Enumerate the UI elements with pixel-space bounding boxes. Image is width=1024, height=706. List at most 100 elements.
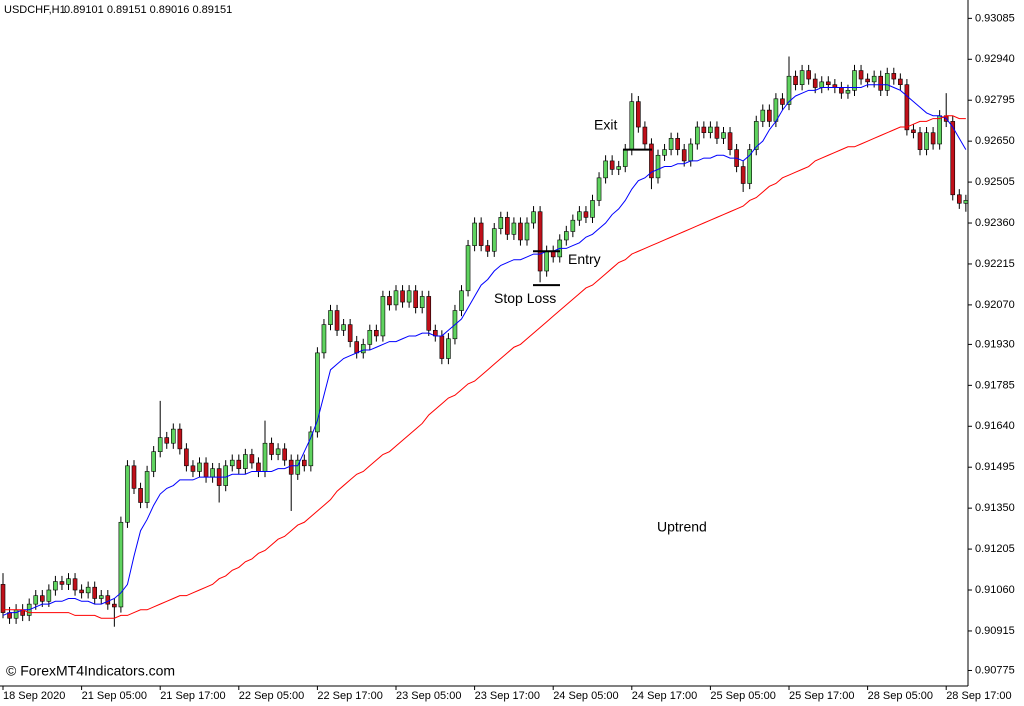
candle-body: [380, 296, 386, 337]
candle-body: [419, 296, 425, 309]
candle-body: [301, 459, 307, 467]
candle-body: [406, 290, 412, 303]
y-tick-label: 0.92650: [975, 135, 1015, 147]
candle-body: [197, 462, 202, 472]
candle-body: [924, 132, 929, 150]
candle-body: [930, 132, 936, 145]
candle-body: [157, 437, 163, 452]
y-tick-label: 0.92940: [975, 53, 1015, 65]
candle-body: [825, 81, 831, 85]
candle-body: [491, 228, 497, 252]
candle-body: [125, 465, 130, 523]
annotation-label: Entry: [568, 251, 601, 267]
candle-body: [249, 454, 255, 464]
annotation-label: Stop Loss: [494, 290, 556, 306]
candle-body: [66, 578, 71, 585]
x-tick-label: 23 Sep 05:00: [396, 690, 461, 702]
y-tick-label: 0.93085: [975, 12, 1015, 24]
candle-body: [374, 329, 379, 337]
candle-body: [911, 129, 916, 133]
candle-body: [177, 428, 183, 450]
candle-body: [616, 166, 622, 170]
candle-body: [688, 143, 694, 162]
candle-body: [701, 126, 707, 133]
candle-body: [334, 310, 340, 331]
y-tick-label: 0.91350: [975, 502, 1015, 514]
candle-body: [400, 290, 405, 303]
candle-body: [675, 138, 680, 150]
candle-body: [655, 154, 661, 179]
y-tick-label: 0.92795: [975, 94, 1015, 106]
candle-body: [812, 78, 818, 88]
y-tick-label: 0.92360: [975, 217, 1015, 229]
chart-subtitle: 0.89101 0.89151 0.89016 0.89151: [64, 4, 232, 16]
y-tick-label: 0.92070: [975, 299, 1015, 311]
candle-body: [72, 578, 78, 591]
candle-body: [131, 465, 137, 489]
candle-body: [308, 431, 314, 467]
candle-body: [511, 222, 517, 235]
x-tick-label: 28 Sep 05:00: [868, 690, 933, 702]
candle-body: [622, 149, 628, 167]
y-tick-label: 0.91785: [975, 379, 1015, 391]
candle-body: [13, 609, 19, 619]
candle-body: [767, 109, 772, 122]
y-tick-label: 0.91495: [975, 461, 1015, 473]
candle-body: [642, 126, 648, 145]
candle-body: [858, 70, 864, 80]
candle-body: [524, 222, 530, 241]
candle-body: [59, 581, 65, 585]
candle-body: [694, 126, 700, 145]
candle-body: [367, 329, 373, 345]
candle-body: [341, 324, 346, 331]
candle-body: [917, 132, 923, 150]
candle-body: [354, 341, 360, 354]
candle-body: [950, 121, 956, 196]
candle-body: [223, 465, 228, 486]
candle-body: [544, 250, 549, 272]
candle-body: [118, 521, 124, 608]
candle-body: [262, 442, 268, 472]
candle-body: [347, 324, 353, 342]
candle-body: [439, 335, 445, 359]
chart-title: USDCHF,H1: [4, 4, 66, 16]
candle-body: [590, 200, 595, 218]
candle-body: [184, 448, 189, 467]
y-tick-label: 0.91640: [975, 420, 1015, 432]
candle-body: [956, 194, 962, 204]
candle-body: [465, 245, 471, 292]
candle-body: [518, 222, 523, 241]
candle-body: [210, 468, 215, 478]
candle-body: [171, 428, 176, 444]
candle-body: [459, 290, 464, 311]
candle-body: [53, 581, 58, 591]
candle-body: [92, 586, 97, 599]
candle-body: [786, 75, 792, 105]
candle-body: [839, 87, 844, 94]
x-tick-label: 22 Sep 05:00: [239, 690, 304, 702]
candle-body: [806, 70, 811, 80]
x-tick-label: 21 Sep 17:00: [160, 690, 225, 702]
candle-body: [472, 222, 477, 246]
candle-body: [138, 488, 143, 503]
x-tick-label: 25 Sep 17:00: [789, 690, 854, 702]
candle-body: [282, 448, 287, 461]
candle-body: [662, 149, 667, 156]
candle-body: [865, 78, 870, 83]
candle-body: [315, 352, 320, 433]
candle-body: [190, 465, 196, 472]
candle-body: [498, 217, 504, 229]
candle-body: [0, 584, 6, 613]
candle-body: [144, 471, 150, 503]
candle-body: [819, 81, 825, 88]
candle-body: [793, 75, 798, 85]
candle-body: [446, 338, 451, 359]
candle-body: [898, 78, 903, 85]
candle-body: [46, 589, 52, 602]
candle-body: [563, 231, 569, 241]
candle-body: [649, 143, 654, 179]
x-tick-label: 18 Sep 2020: [3, 690, 65, 702]
candle-body: [236, 459, 242, 469]
candle-body: [393, 290, 399, 306]
